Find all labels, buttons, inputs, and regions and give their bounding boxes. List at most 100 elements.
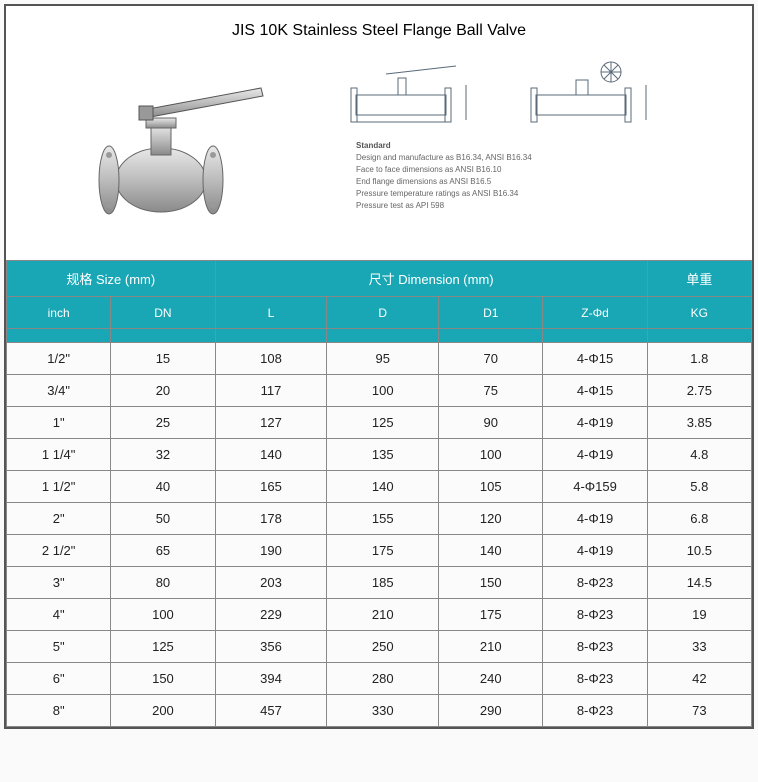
- table-cell: 32: [111, 439, 215, 471]
- table-cell: 3/4": [7, 375, 111, 407]
- table-cell: 33: [647, 631, 751, 663]
- table-cell: 1": [7, 407, 111, 439]
- table-cell: 4": [7, 599, 111, 631]
- table-cell: 8-Φ23: [543, 663, 647, 695]
- table-cell: 155: [327, 503, 439, 535]
- table-row: 2"501781551204-Φ196.8: [7, 503, 752, 535]
- table-cell: 240: [439, 663, 543, 695]
- group-header: 规格 Size (mm): [7, 261, 216, 297]
- table-cell: 210: [439, 631, 543, 663]
- table-cell: 3.85: [647, 407, 751, 439]
- table-cell: 100: [111, 599, 215, 631]
- product-photo: [26, 60, 296, 240]
- table-cell: 457: [215, 695, 327, 727]
- table-cell: 14.5: [647, 567, 751, 599]
- table-cell: 125: [111, 631, 215, 663]
- table-cell: 203: [215, 567, 327, 599]
- page-title: JIS 10K Stainless Steel Flange Ball Valv…: [6, 6, 752, 50]
- table-row: 5"1253562502108-Φ2333: [7, 631, 752, 663]
- table-cell: 140: [215, 439, 327, 471]
- table-cell: 8": [7, 695, 111, 727]
- table-cell: 108: [215, 343, 327, 375]
- table-cell: 75: [439, 375, 543, 407]
- table-cell: 178: [215, 503, 327, 535]
- table-row: 1 1/4"321401351004-Φ194.8: [7, 439, 752, 471]
- column-header: D: [327, 297, 439, 329]
- table-cell: 8-Φ23: [543, 631, 647, 663]
- table-cell: 105: [439, 471, 543, 503]
- table-cell: 2 1/2": [7, 535, 111, 567]
- table-cell: 125: [327, 407, 439, 439]
- table-cell: 4-Φ19: [543, 439, 647, 471]
- table-cell: 4-Φ15: [543, 375, 647, 407]
- table-cell: 6": [7, 663, 111, 695]
- table-cell: 2": [7, 503, 111, 535]
- table-cell: 4-Φ19: [543, 503, 647, 535]
- table-cell: 185: [327, 567, 439, 599]
- table-cell: 20: [111, 375, 215, 407]
- table-cell: 42: [647, 663, 751, 695]
- notes-line: End flange dimensions as ANSI B16.5: [356, 176, 732, 188]
- table-cell: 210: [327, 599, 439, 631]
- table-row: 6"1503942802408-Φ2342: [7, 663, 752, 695]
- group-header: 单重: [647, 261, 751, 297]
- column-header: L: [215, 297, 327, 329]
- table-cell: 165: [215, 471, 327, 503]
- table-cell: 5": [7, 631, 111, 663]
- spec-table: 规格 Size (mm)尺寸 Dimension (mm)单重inchDNLDD…: [6, 260, 752, 727]
- table-cell: 4-Φ19: [543, 535, 647, 567]
- table-row: 2 1/2"651901751404-Φ1910.5: [7, 535, 752, 567]
- table-row: 1/2"1510895704-Φ151.8: [7, 343, 752, 375]
- table-cell: 290: [439, 695, 543, 727]
- table-cell: 250: [327, 631, 439, 663]
- table-cell: 150: [439, 567, 543, 599]
- table-cell: 330: [327, 695, 439, 727]
- table-cell: 15: [111, 343, 215, 375]
- table-row: 4"1002292101758-Φ2319: [7, 599, 752, 631]
- table-row: 3"802031851508-Φ2314.5: [7, 567, 752, 599]
- column-header: inch: [7, 297, 111, 329]
- table-cell: 175: [439, 599, 543, 631]
- table-cell: 280: [327, 663, 439, 695]
- table-cell: 1 1/2": [7, 471, 111, 503]
- table-cell: 8-Φ23: [543, 599, 647, 631]
- table-row: 1 1/2"401651401054-Φ1595.8: [7, 471, 752, 503]
- table-cell: 175: [327, 535, 439, 567]
- table-cell: 2.75: [647, 375, 751, 407]
- table-cell: 4-Φ159: [543, 471, 647, 503]
- table-cell: 4-Φ19: [543, 407, 647, 439]
- column-header: KG: [647, 297, 751, 329]
- column-header: DN: [111, 297, 215, 329]
- column-header: Z-Φd: [543, 297, 647, 329]
- table-cell: 190: [215, 535, 327, 567]
- table-cell: 80: [111, 567, 215, 599]
- table-cell: 117: [215, 375, 327, 407]
- table-row: 8"2004573302908-Φ2373: [7, 695, 752, 727]
- notes-line: Face to face dimensions as ANSI B16.10: [356, 164, 732, 176]
- column-header: D1: [439, 297, 543, 329]
- table-cell: 25: [111, 407, 215, 439]
- tech-drawings: Standard Design and manufacture as B16.3…: [296, 60, 732, 212]
- drawing-side-gear: [516, 60, 666, 130]
- notes-heading: Standard: [356, 140, 732, 152]
- table-cell: 5.8: [647, 471, 751, 503]
- table-cell: 8-Φ23: [543, 695, 647, 727]
- standards-notes: Standard Design and manufacture as B16.3…: [336, 140, 732, 212]
- table-cell: 100: [439, 439, 543, 471]
- image-row: Standard Design and manufacture as B16.3…: [6, 50, 752, 260]
- table-cell: 1 1/4": [7, 439, 111, 471]
- notes-line: Pressure temperature ratings as ANSI B16…: [356, 188, 732, 200]
- notes-line: Design and manufacture as B16.34, ANSI B…: [356, 152, 732, 164]
- table-cell: 40: [111, 471, 215, 503]
- table-cell: 1/2": [7, 343, 111, 375]
- table-cell: 140: [327, 471, 439, 503]
- notes-line: Pressure test as API 598: [356, 200, 732, 212]
- table-cell: 8-Φ23: [543, 567, 647, 599]
- table-cell: 135: [327, 439, 439, 471]
- table-cell: 65: [111, 535, 215, 567]
- table-cell: 127: [215, 407, 327, 439]
- table-cell: 200: [111, 695, 215, 727]
- spec-sheet: JIS 10K Stainless Steel Flange Ball Valv…: [4, 4, 754, 729]
- table-cell: 6.8: [647, 503, 751, 535]
- drawing-side-handle: [336, 60, 486, 130]
